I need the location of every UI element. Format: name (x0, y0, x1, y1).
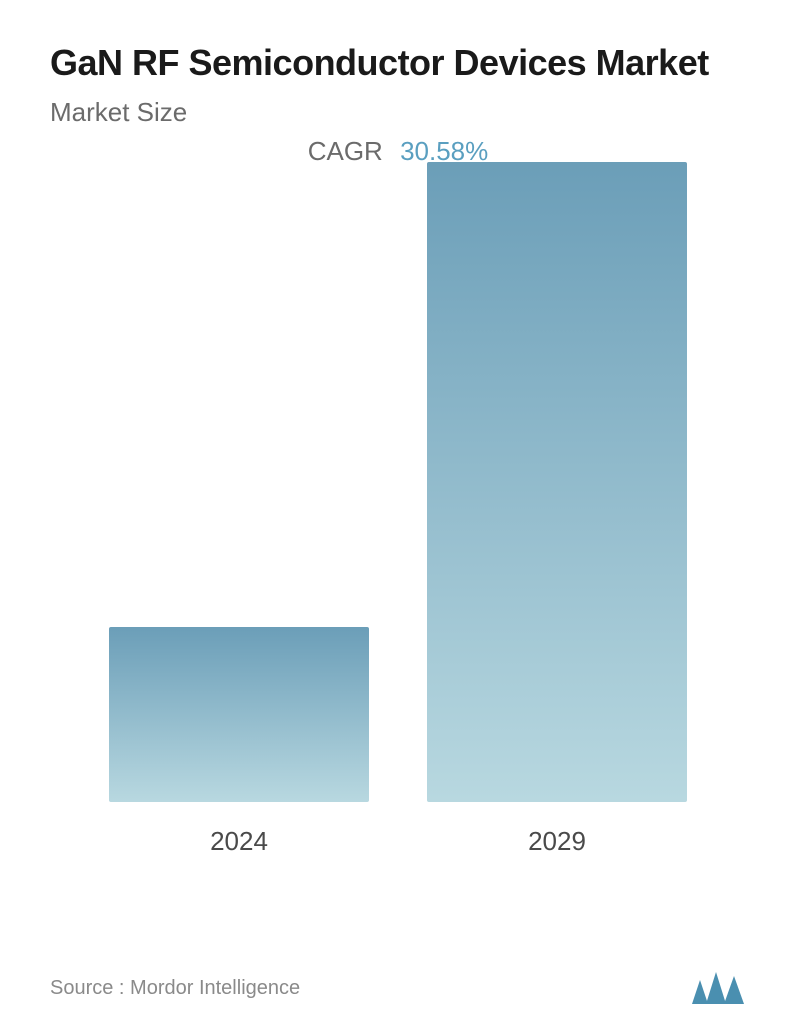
source-text: Source : Mordor Intelligence (50, 977, 300, 1000)
bar-2029 (427, 162, 687, 802)
mordor-logo-icon (690, 970, 746, 1006)
bar-label-2024: 2024 (210, 826, 268, 857)
bar-wrapper-2024: 2024 (109, 627, 369, 857)
chart-title: GaN RF Semiconductor Devices Market (50, 40, 746, 85)
bar-2024 (109, 627, 369, 802)
chart-area: 2024 2029 (50, 187, 746, 857)
chart-subtitle: Market Size (50, 97, 746, 128)
footer: Source : Mordor Intelligence (50, 970, 746, 1006)
cagr-label: CAGR (308, 136, 383, 166)
bar-label-2029: 2029 (528, 826, 586, 857)
bar-wrapper-2029: 2029 (427, 162, 687, 857)
